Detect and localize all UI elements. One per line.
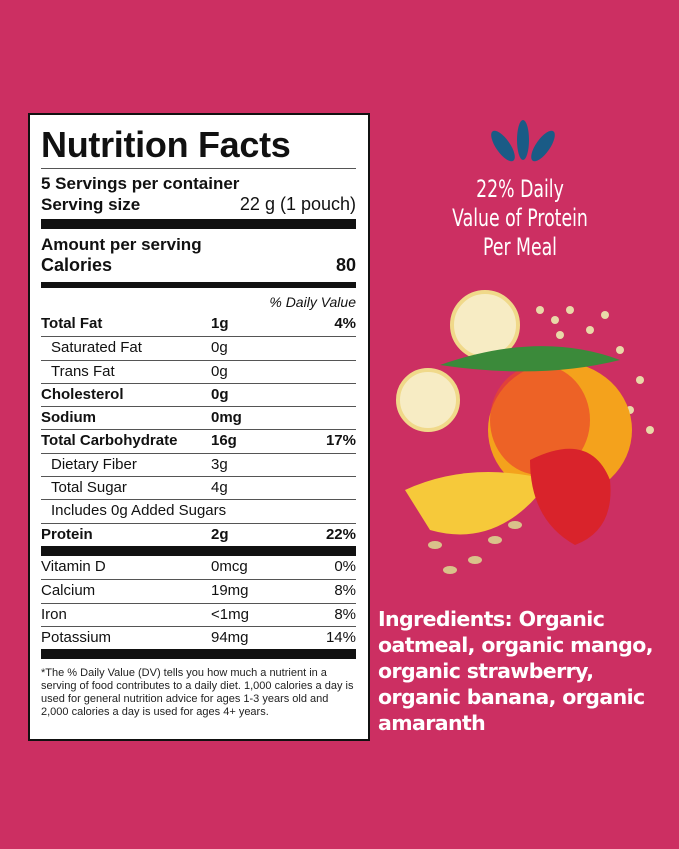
nutrient-amount: 19mg (211, 582, 249, 600)
calories-value: 80 (335, 255, 356, 275)
nutrient-amount: 0mcg (211, 557, 248, 575)
serving-size-value: 22 g (1 pouch) (239, 194, 356, 214)
nutrient-amount: <1mg (211, 605, 249, 623)
ingredients-text: Ingredients: Organic oatmeal, organic ma… (378, 607, 654, 735)
nutrient-dv: 22% (325, 525, 356, 543)
nutrient-name: Cholesterol (41, 385, 124, 403)
serving-size-label: Serving size (41, 195, 141, 214)
nutrient-name: Includes 0g Added Sugars (51, 502, 227, 520)
promo-line: 22% Daily (476, 175, 564, 203)
nutrient-amount: 1g (211, 315, 229, 332)
nutrient-row: Total Fat 1g 4% (41, 313, 356, 336)
nutrient-name: Protein (41, 525, 93, 543)
nutrient-row: Vitamin D 0mcg 0% (41, 556, 356, 579)
nutrient-amount: 2g (211, 525, 229, 543)
nutrient-dv (271, 454, 356, 476)
nutrient-row: Protein 2g 22% (41, 522, 356, 546)
nutrient-name: Total Carbohydrate (41, 432, 178, 450)
nutrient-row: Calcium 19mg 8% (41, 579, 356, 602)
nutrient-dv (271, 361, 356, 383)
nutrient-dv (271, 477, 356, 499)
nutrient-dv (271, 337, 356, 359)
nutrient-amount: 0mg (211, 409, 242, 427)
nutrient-row: Cholesterol 0g (41, 382, 356, 406)
nutrient-name: Saturated Fat (51, 339, 142, 357)
nutrient-name: Sodium (41, 409, 96, 427)
nutrient-amount: 4g (211, 479, 228, 497)
nutrient-name: Vitamin D (41, 557, 106, 575)
divider (41, 282, 356, 288)
nutrient-row: Iron <1mg 8% (41, 602, 356, 626)
amount-per-serving: Amount per serving (41, 235, 202, 254)
nutrient-amount: 0g (211, 385, 229, 403)
nutrient-name: Total Fat (41, 315, 103, 332)
nutrient-row: Total Sugar 4g (41, 476, 356, 499)
nutrient-amount: 94mg (211, 628, 249, 646)
nutrient-dv (271, 407, 356, 429)
nutrient-row: Potassium 94mg 14% (41, 625, 356, 649)
calories: Calories 80 (41, 255, 356, 276)
promo-line: Per Meal (483, 233, 557, 261)
nutrient-name: Total Sugar (51, 479, 127, 497)
promo-line: Value of Protein (452, 204, 588, 232)
nutrient-dv: 8% (334, 605, 356, 623)
nutrition-facts-label: Nutrition Facts 5 Servings per container… (28, 113, 370, 741)
nutrient-amount: 0g (211, 339, 228, 357)
nutrient-amount: 3g (211, 455, 228, 473)
nutrient-dv: 14% (325, 628, 356, 646)
nutrient-name: Dietary Fiber (51, 455, 137, 473)
nutrient-row: Dietary Fiber 3g (41, 452, 356, 476)
nutrient-row: Sodium 0mg (41, 406, 356, 429)
nutrient-dv (271, 384, 356, 406)
nutrient-dv: 4% (334, 315, 356, 332)
nutrient-row: Includes 0g Added Sugars (41, 499, 356, 522)
daily-value-header: % Daily Value (269, 294, 356, 310)
calories-label: Calories (41, 255, 113, 275)
divider (41, 545, 356, 556)
protein-promo: 22% Daily Value of Protein Per Meal (441, 175, 599, 262)
nutrient-row: Saturated Fat 0g (41, 336, 356, 359)
footnote: *The % Daily Value (DV) tells you how mu… (41, 667, 354, 719)
nutrient-row: Trans Fat 0g (41, 359, 356, 383)
nutrient-name: Calcium (41, 582, 96, 600)
serving-size: Serving size 22 g (1 pouch) (41, 194, 356, 215)
nutrient-dv: 0% (334, 557, 356, 575)
nutrient-amount: 0g (211, 362, 228, 380)
fruit-illustration (396, 290, 654, 574)
label-title: Nutrition Facts (41, 125, 356, 169)
nutrient-row: Total Carbohydrate 16g 17% (41, 429, 356, 452)
nutrient-name: Iron (41, 605, 67, 623)
servings-per-container: 5 Servings per container (41, 174, 240, 193)
nutrient-dv: 17% (325, 432, 356, 450)
divider (41, 219, 356, 229)
drops-icon (491, 120, 555, 162)
nutrient-dv: 8% (334, 582, 356, 600)
nutrient-name: Trans Fat (51, 362, 115, 380)
nutrient-name: Potassium (41, 628, 112, 646)
nutrient-amount: 16g (211, 432, 237, 450)
divider (41, 649, 356, 660)
